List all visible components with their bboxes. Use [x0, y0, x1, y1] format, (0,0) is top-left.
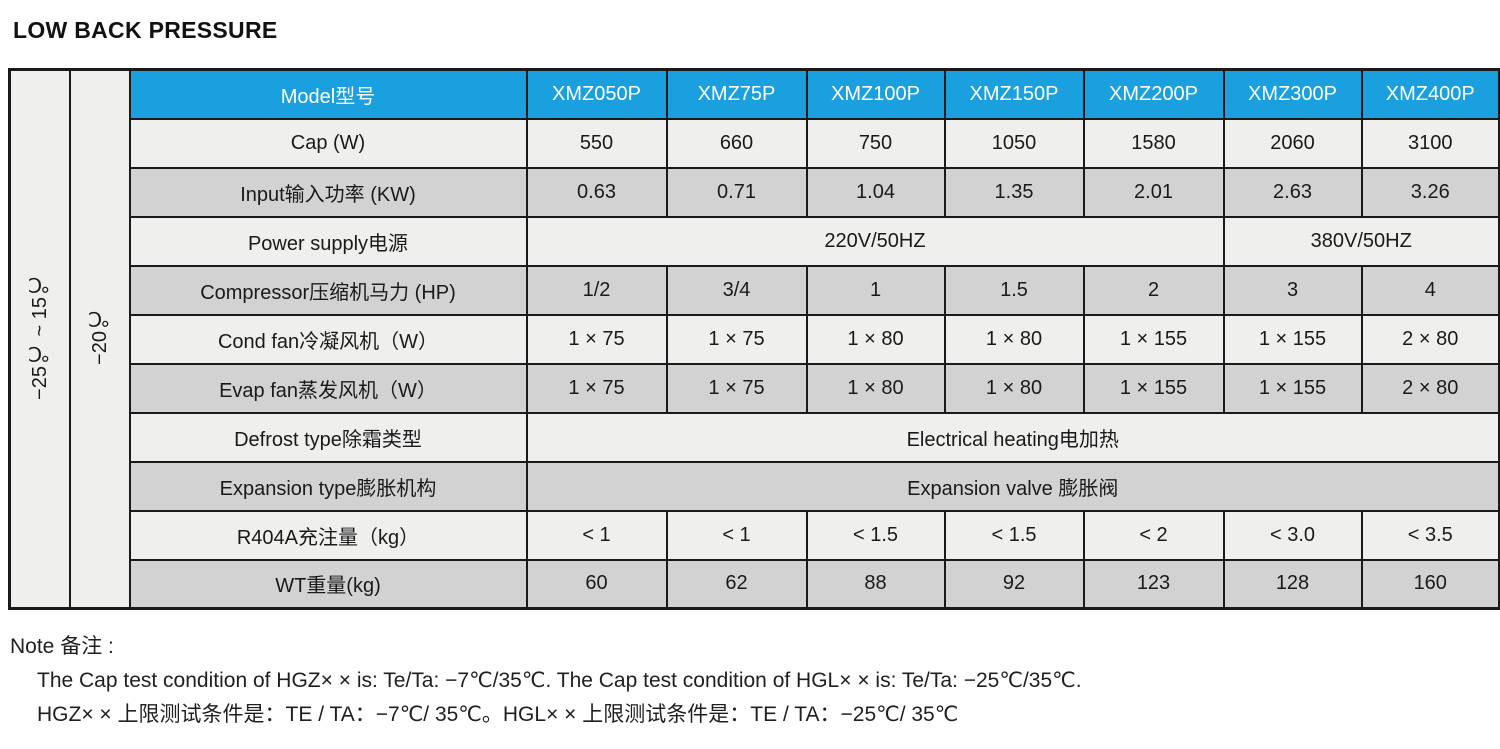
input-value: 2.63: [1222, 166, 1363, 218]
power-supply-row: Power supply电源 220V/50HZ 380V/50HZ: [10, 215, 1500, 267]
cap-value: 2060: [1222, 117, 1363, 169]
weight-value: 128: [1222, 558, 1363, 610]
refrigerant-value: < 3.5: [1360, 509, 1500, 561]
weight-value: 160: [1360, 558, 1500, 610]
compressor-value: 2: [1082, 264, 1225, 316]
evap-fan-row-label: Evap fan蒸发风机（W）: [128, 362, 528, 414]
model-cell: XMZ100P: [805, 68, 946, 120]
cap-value: 1050: [943, 117, 1085, 169]
model-cell: XMZ050P: [525, 68, 668, 120]
cap-row-label: Cap (W): [128, 117, 528, 169]
weight-value: 123: [1082, 558, 1225, 610]
weight-value: 88: [805, 558, 946, 610]
evap-fan-value: 1 × 80: [943, 362, 1085, 414]
weight-value: 92: [943, 558, 1085, 610]
model-cell: XMZ200P: [1082, 68, 1225, 120]
weight-value: 62: [665, 558, 808, 610]
note-title: Note 备注 :: [10, 635, 114, 658]
note-line-english: The Cap test condition of HGZ× × is: Te/…: [37, 669, 1082, 692]
compressor-row: Compressor压缩机马力 (HP) 1/2 3/4 1 1.5 2 3 4: [10, 264, 1500, 316]
refrigerant-value: < 1.5: [805, 509, 946, 561]
model-cell: XMZ75P: [665, 68, 808, 120]
evap-fan-value: 1 × 80: [805, 362, 946, 414]
page-title: LOW BACK PRESSURE: [13, 17, 278, 43]
compressor-value: 1: [805, 264, 946, 316]
input-value: 3.26: [1360, 166, 1500, 218]
power-supply-row-label: Power supply电源: [128, 215, 528, 267]
input-value: 0.71: [665, 166, 808, 218]
defrost-row: Defrost type除霜类型 Electrical heating电加热: [10, 411, 1500, 463]
cond-fan-row-label: Cond fan冷凝风机（W）: [128, 313, 528, 365]
cond-fan-value: 1 × 80: [943, 313, 1085, 365]
weight-value: 60: [525, 558, 668, 610]
input-row-label: Input输入功率 (KW): [128, 166, 528, 218]
cond-fan-value: 1 × 75: [665, 313, 808, 365]
expansion-row-label: Expansion type膨胀机构: [128, 460, 528, 512]
evap-fan-row: Evap fan蒸发风机（W） 1 × 75 1 × 75 1 × 80 1 ×…: [10, 362, 1500, 414]
evap-fan-value: 1 × 155: [1082, 362, 1225, 414]
compressor-value: 4: [1360, 264, 1500, 316]
note-line-chinese: HGZ× × 上限测试条件是：TE / TA：−7℃/ 35℃。HGL× × 上…: [37, 703, 959, 726]
evap-fan-value: 1 × 75: [525, 362, 668, 414]
cap-value: 550: [525, 117, 668, 169]
input-row: Input输入功率 (KW) 0.63 0.71 1.04 1.35 2.01 …: [10, 166, 1500, 218]
evap-fan-value: 1 × 75: [665, 362, 808, 414]
cond-fan-value: 1 × 155: [1082, 313, 1225, 365]
model-cell: XMZ300P: [1222, 68, 1363, 120]
compressor-value: 3: [1222, 264, 1363, 316]
cond-fan-value: 1 × 155: [1222, 313, 1363, 365]
side-header-ambient-range-label: −25℃ ~ 15℃: [28, 272, 51, 400]
note-section: Note 备注 : The Cap test condition of HGZ×…: [10, 630, 1082, 732]
model-header-cell: Model型号: [128, 68, 528, 120]
refrigerant-value: < 1: [665, 509, 808, 561]
cap-value: 660: [665, 117, 808, 169]
compressor-row-label: Compressor压缩机马力 (HP): [128, 264, 528, 316]
expansion-row: Expansion type膨胀机构 Expansion valve 膨胀阀: [10, 460, 1500, 512]
input-value: 1.35: [943, 166, 1085, 218]
refrigerant-value: < 3.0: [1222, 509, 1363, 561]
cond-fan-value: 1 × 75: [525, 313, 668, 365]
cap-value: 3100: [1360, 117, 1500, 169]
input-value: 0.63: [525, 166, 668, 218]
side-header-evap-temp: −20℃: [68, 68, 131, 610]
cond-fan-row: Cond fan冷凝风机（W） 1 × 75 1 × 75 1 × 80 1 ×…: [10, 313, 1500, 365]
power-supply-380v: 380V/50HZ: [1222, 215, 1500, 267]
side-header-ambient-range: −25℃ ~ 15℃: [8, 68, 71, 610]
cap-value: 1580: [1082, 117, 1225, 169]
cap-value: 750: [805, 117, 946, 169]
weight-row-label: WT重量(kg): [128, 558, 528, 610]
expansion-value: Expansion valve 膨胀阀: [525, 460, 1500, 512]
spec-table: −25℃ ~ 15℃ −20℃ Model型号 XMZ050P XMZ75P X…: [8, 68, 1500, 610]
evap-fan-value: 1 × 155: [1222, 362, 1363, 414]
refrigerant-value: < 1.5: [943, 509, 1085, 561]
defrost-row-label: Defrost type除霜类型: [128, 411, 528, 463]
weight-row: WT重量(kg) 60 62 88 92 123 128 160: [10, 558, 1500, 610]
cond-fan-value: 1 × 80: [805, 313, 946, 365]
compressor-value: 1.5: [943, 264, 1085, 316]
input-value: 2.01: [1082, 166, 1225, 218]
compressor-value: 1/2: [525, 264, 668, 316]
refrigerant-row-label: R404A充注量（kg）: [128, 509, 528, 561]
power-supply-220v: 220V/50HZ: [525, 215, 1225, 267]
compressor-value: 3/4: [665, 264, 808, 316]
cond-fan-value: 2 × 80: [1360, 313, 1500, 365]
cap-row: Cap (W) 550 660 750 1050 1580 2060 3100: [10, 117, 1500, 169]
refrigerant-value: < 1: [525, 509, 668, 561]
input-value: 1.04: [805, 166, 946, 218]
refrigerant-row: R404A充注量（kg） < 1 < 1 < 1.5 < 1.5 < 2 < 3…: [10, 509, 1500, 561]
model-cell: XMZ150P: [943, 68, 1085, 120]
evap-fan-value: 2 × 80: [1360, 362, 1500, 414]
refrigerant-value: < 2: [1082, 509, 1225, 561]
side-header-evap-temp-label: −20℃: [88, 307, 111, 365]
model-cell: XMZ400P: [1360, 68, 1500, 120]
header-row: −25℃ ~ 15℃ −20℃ Model型号 XMZ050P XMZ75P X…: [8, 68, 1500, 610]
defrost-value: Electrical heating电加热: [525, 411, 1500, 463]
